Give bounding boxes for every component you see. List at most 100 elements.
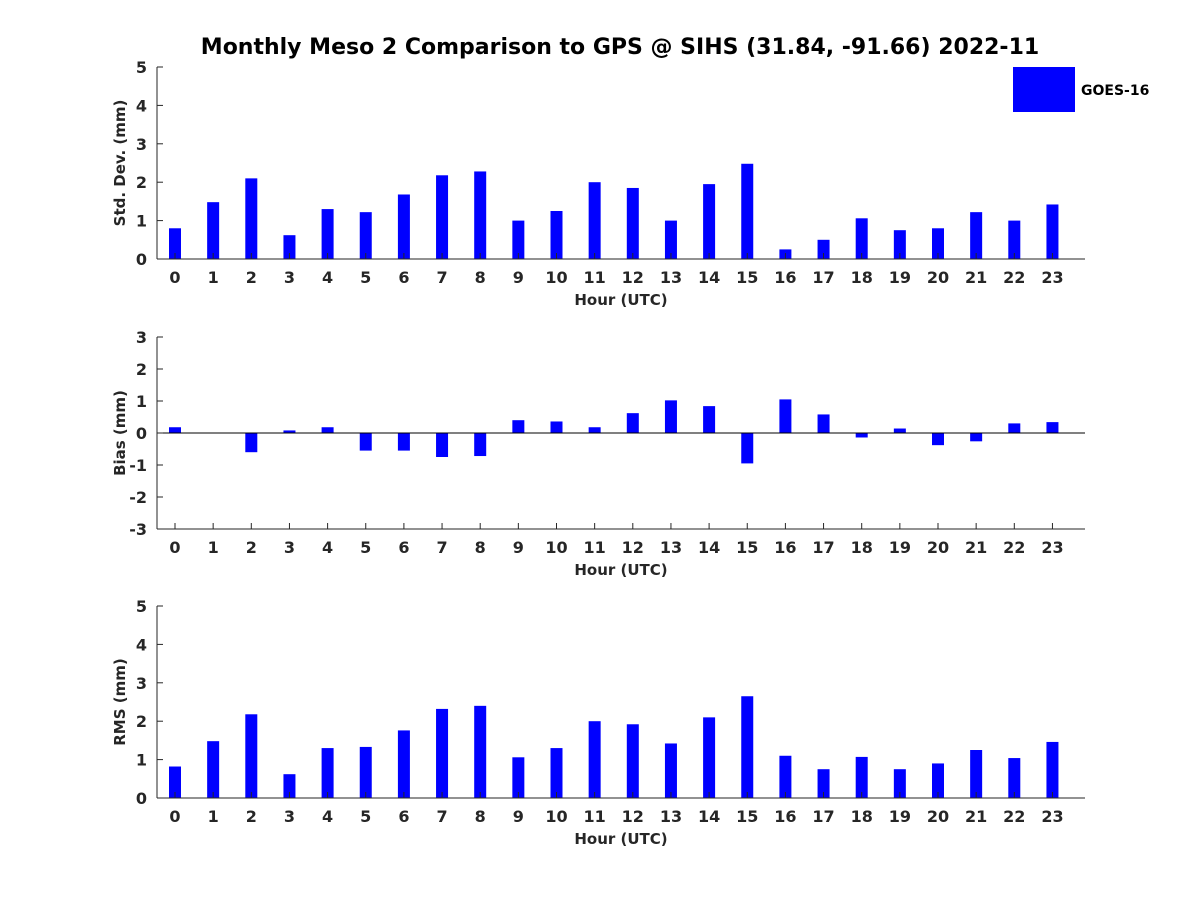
x-tick-label: 12 [622, 268, 644, 287]
x-tick-label: 18 [851, 268, 873, 287]
bar-hour-20 [932, 433, 944, 446]
x-tick-label: 17 [812, 538, 834, 557]
bar-hour-11 [588, 182, 601, 259]
y-tick-label: 1 [136, 212, 147, 231]
y-tick-label: 3 [136, 328, 147, 347]
x-tick-label: 2 [246, 538, 257, 557]
bar-hour-11 [588, 427, 601, 433]
legend: GOES-16 [1013, 67, 1149, 112]
x-tick-label: 19 [889, 268, 911, 287]
bar-hour-10 [550, 211, 563, 259]
x-tick-label: 21 [965, 268, 987, 287]
x-tick-label: 15 [736, 268, 758, 287]
x-tick-label: 23 [1041, 268, 1063, 287]
x-tick-label: 23 [1041, 538, 1063, 557]
x-tick-label: 21 [965, 538, 987, 557]
y-axis-label: Bias (mm) [111, 390, 129, 476]
bar-hour-18 [855, 218, 868, 259]
x-tick-label: 14 [698, 538, 720, 557]
y-tick-label: 1 [136, 751, 147, 770]
x-tick-label: 9 [513, 807, 524, 826]
y-tick-label: 0 [136, 250, 147, 269]
bar-hour-19 [893, 428, 906, 433]
y-tick-label: 5 [136, 597, 147, 616]
x-tick-label: 12 [622, 807, 644, 826]
bar-hour-15 [741, 433, 754, 464]
bar-hour-13 [664, 220, 677, 259]
bar-hour-12 [626, 724, 639, 798]
y-axis-label: Std. Dev. (mm) [111, 100, 129, 227]
bar-hour-4 [321, 209, 334, 259]
bar-hour-4 [321, 748, 334, 798]
x-tick-label: 6 [398, 538, 409, 557]
bar-hour-6 [397, 194, 410, 259]
bar-hour-13 [664, 400, 677, 433]
x-tick-label: 3 [284, 268, 295, 287]
x-tick-label: 5 [360, 268, 371, 287]
y-tick-label: 3 [136, 674, 147, 693]
x-tick-label: 15 [736, 807, 758, 826]
x-tick-label: 6 [398, 268, 409, 287]
bar-hour-15 [741, 696, 754, 798]
bar-hour-8 [474, 705, 487, 798]
bar-hour-3 [283, 430, 296, 433]
bar-hour-23 [1046, 204, 1059, 259]
x-tick-label: 10 [545, 538, 567, 557]
legend-swatch-goes-16 [1013, 67, 1075, 112]
x-axis-label: Hour (UTC) [574, 830, 667, 848]
bar-hour-7 [436, 433, 449, 457]
bar-hour-1 [207, 741, 220, 798]
y-tick-label: 2 [136, 173, 147, 192]
x-tick-label: 4 [322, 268, 333, 287]
x-tick-label: 2 [246, 807, 257, 826]
bar-hour-14 [703, 717, 716, 798]
bar-hour-17 [817, 239, 830, 259]
bar-hour-17 [817, 769, 830, 798]
x-tick-label: 14 [698, 807, 720, 826]
x-tick-label: 9 [513, 268, 524, 287]
x-tick-label: 8 [475, 538, 486, 557]
bar-hour-13 [664, 743, 677, 798]
x-tick-label: 17 [812, 807, 834, 826]
x-tick-label: 13 [660, 268, 682, 287]
x-tick-label: 1 [208, 538, 219, 557]
y-tick-label: 2 [136, 712, 147, 731]
legend-label-goes-16: GOES-16 [1081, 83, 1149, 99]
bar-hour-0 [169, 228, 181, 259]
bar-hour-20 [932, 228, 944, 259]
bar-hour-16 [779, 755, 792, 798]
x-tick-label: 8 [475, 268, 486, 287]
bar-hour-3 [283, 235, 296, 259]
x-tick-label: 20 [927, 538, 949, 557]
x-tick-label: 19 [889, 807, 911, 826]
bar-hour-10 [550, 748, 563, 798]
bar-series-goes-16 [169, 399, 1059, 464]
bar-hour-8 [474, 433, 487, 457]
x-tick-label: 1 [208, 268, 219, 287]
bar-hour-4 [321, 427, 334, 433]
x-tick-label: 20 [927, 268, 949, 287]
bar-hour-18 [855, 756, 868, 798]
x-tick-label: 21 [965, 807, 987, 826]
x-tick-label: 7 [436, 807, 447, 826]
x-tick-label: 19 [889, 538, 911, 557]
x-tick-label: 4 [322, 538, 333, 557]
bar-hour-2 [245, 714, 258, 798]
bar-hour-14 [703, 184, 716, 259]
x-tick-label: 5 [360, 807, 371, 826]
x-tick-label: 8 [475, 807, 486, 826]
x-tick-label: 23 [1041, 807, 1063, 826]
x-tick-label: 18 [851, 807, 873, 826]
y-axis-label: RMS (mm) [111, 658, 129, 745]
x-tick-label: 7 [436, 538, 447, 557]
bar-hour-12 [626, 187, 639, 259]
x-tick-label: 22 [1003, 807, 1025, 826]
x-tick-label: 0 [169, 268, 180, 287]
bar-hour-19 [893, 769, 906, 798]
x-tick-label: 6 [398, 807, 409, 826]
bar-hour-19 [893, 230, 906, 259]
y-tick-label: -1 [129, 456, 147, 475]
y-tick-label: -2 [129, 488, 147, 507]
